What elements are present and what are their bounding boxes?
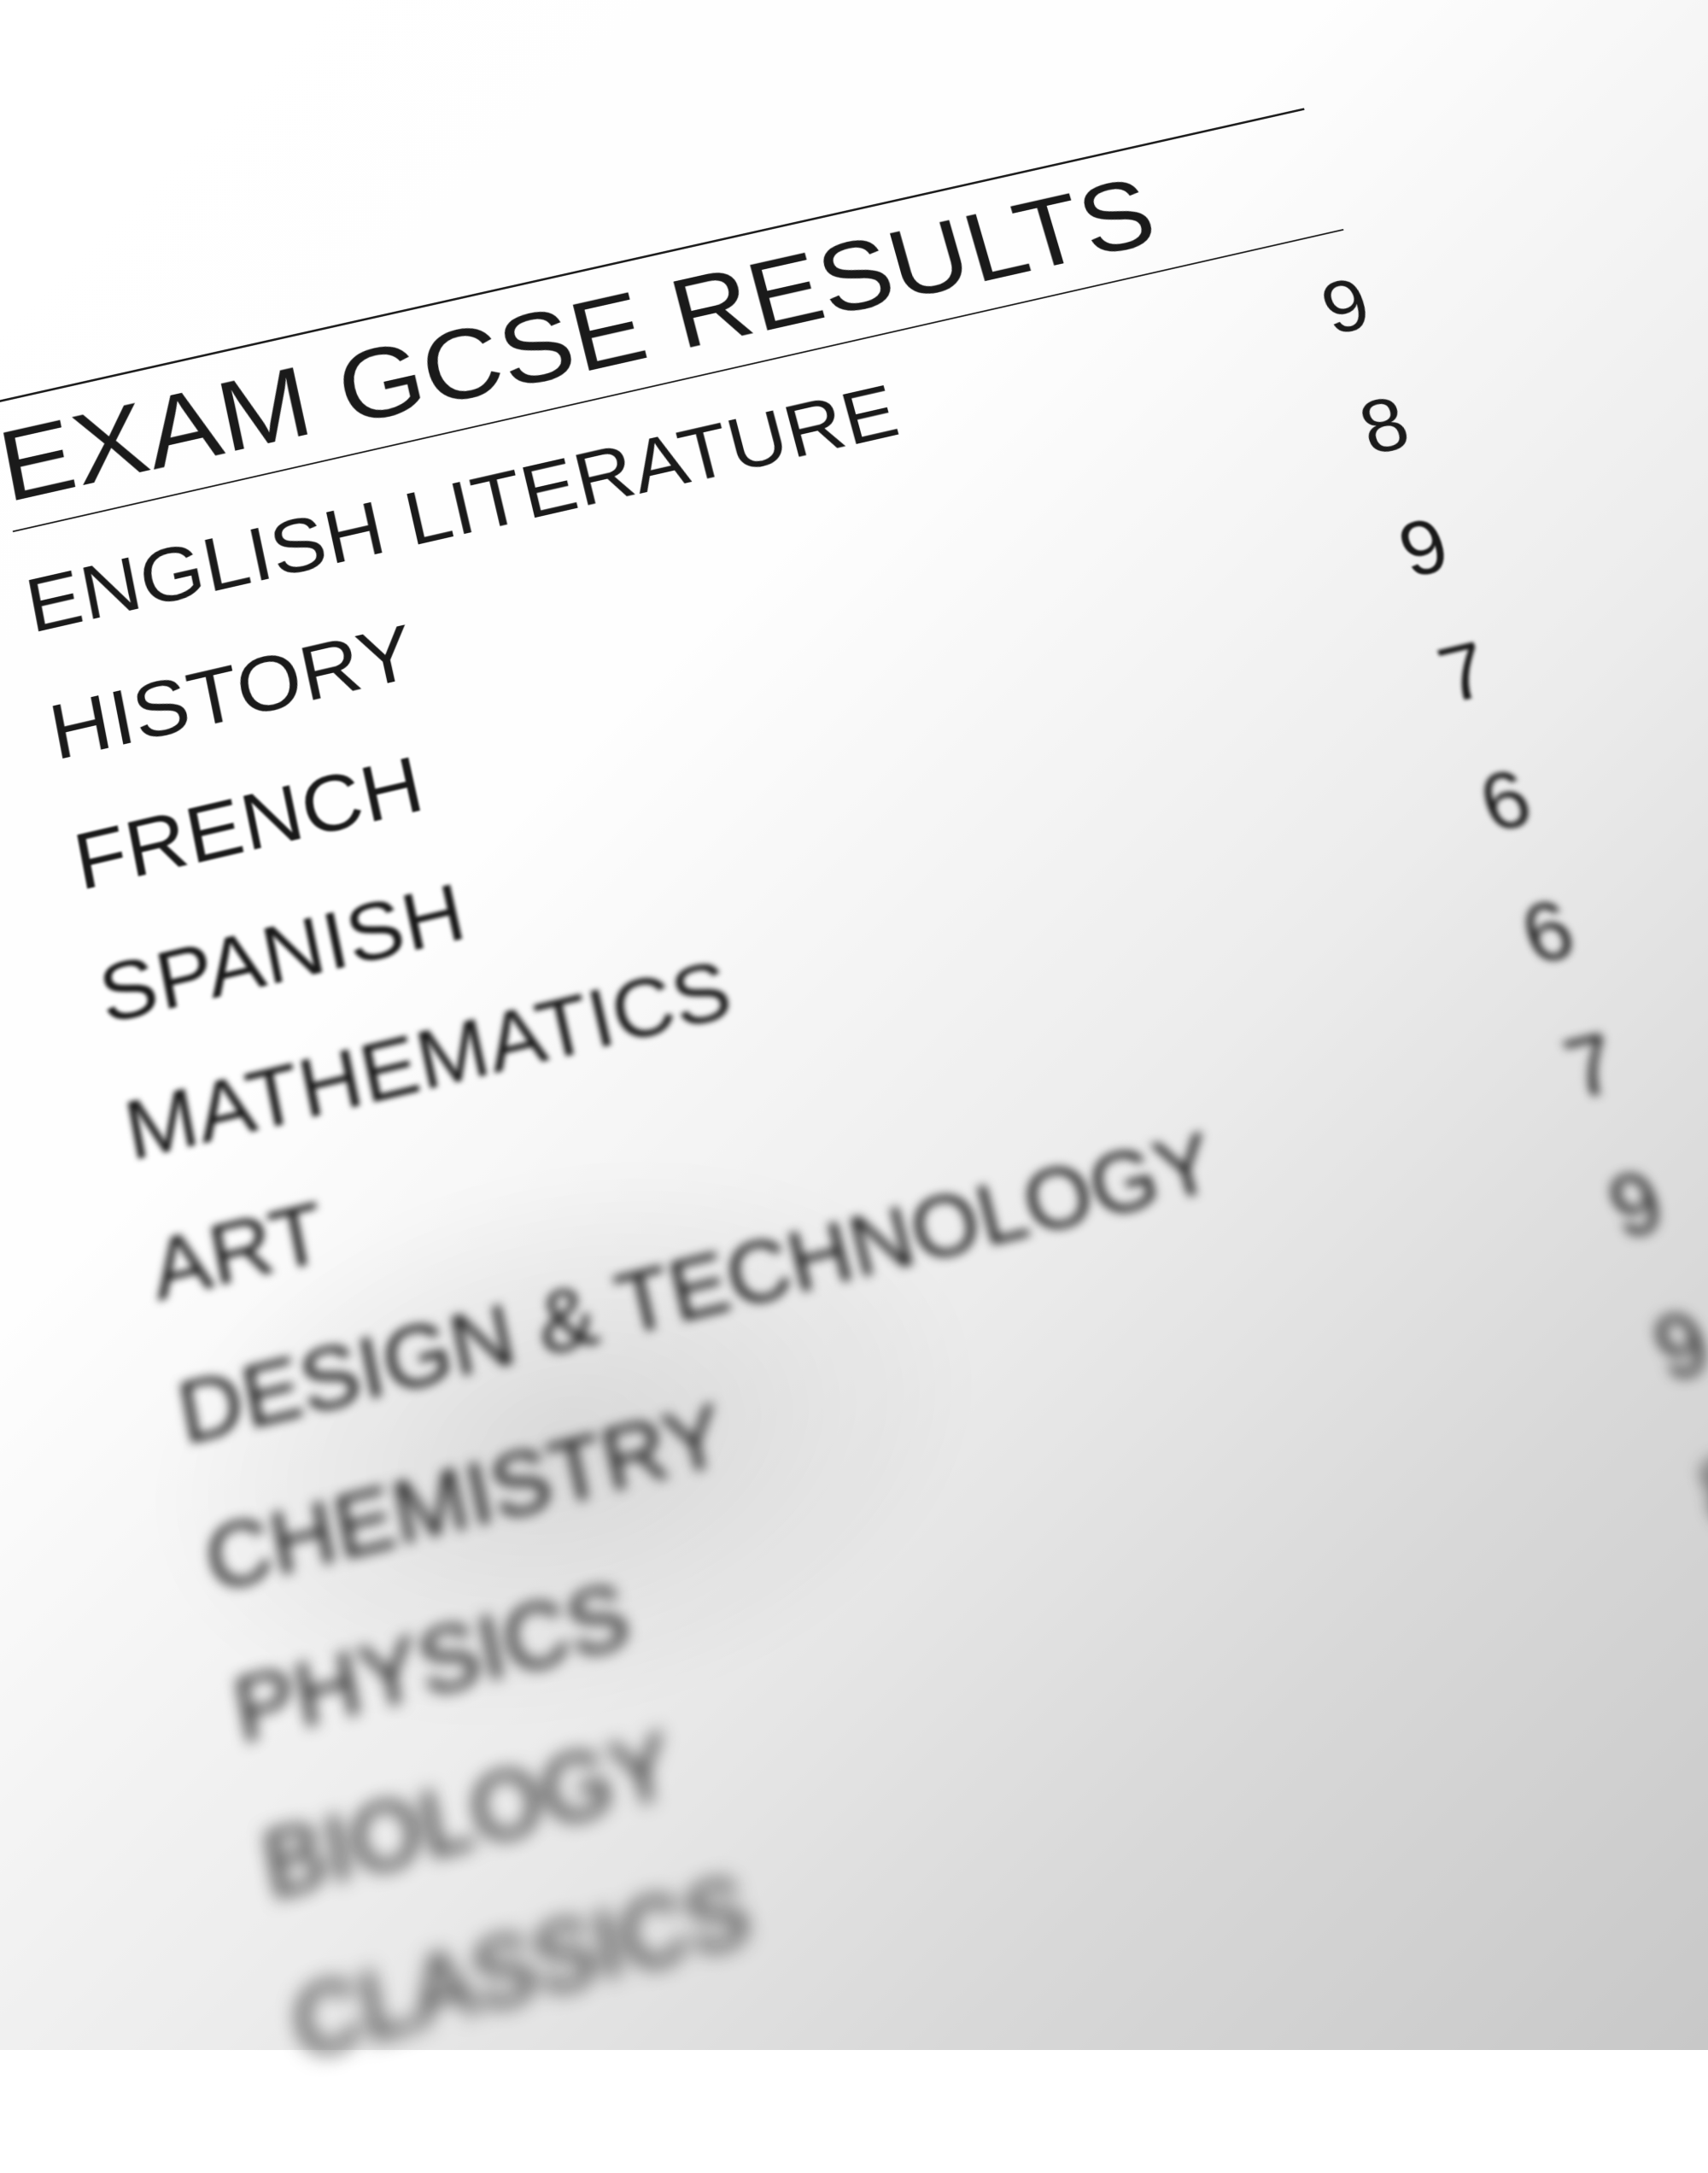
grade-value: 9 [1562,1129,1682,1287]
grade-value: 8 [1652,1412,1708,1578]
grade-value: 9 [1355,481,1465,621]
grade-value: 9 [1279,243,1386,377]
grade-value: 7 [1518,993,1636,1148]
grade-value: 7 [1395,605,1506,748]
page-background: EXAM GCSE RESULTS ENGLISH LITERATURE 9 H… [0,0,1708,2050]
grade-value: 6 [1477,861,1592,1011]
results-table: ENGLISH LITERATURE 9 HISTORY 8 FRENCH 9 … [15,243,1708,2106]
grade-value: 9 [1606,1268,1708,1431]
grade-value: 7 [1699,1559,1708,1730]
grade-value: 8 [1317,360,1425,497]
results-sheet: EXAM GCSE RESULTS ENGLISH LITERATURE 9 H… [0,76,1708,2173]
grade-value: 6 [1435,731,1548,878]
